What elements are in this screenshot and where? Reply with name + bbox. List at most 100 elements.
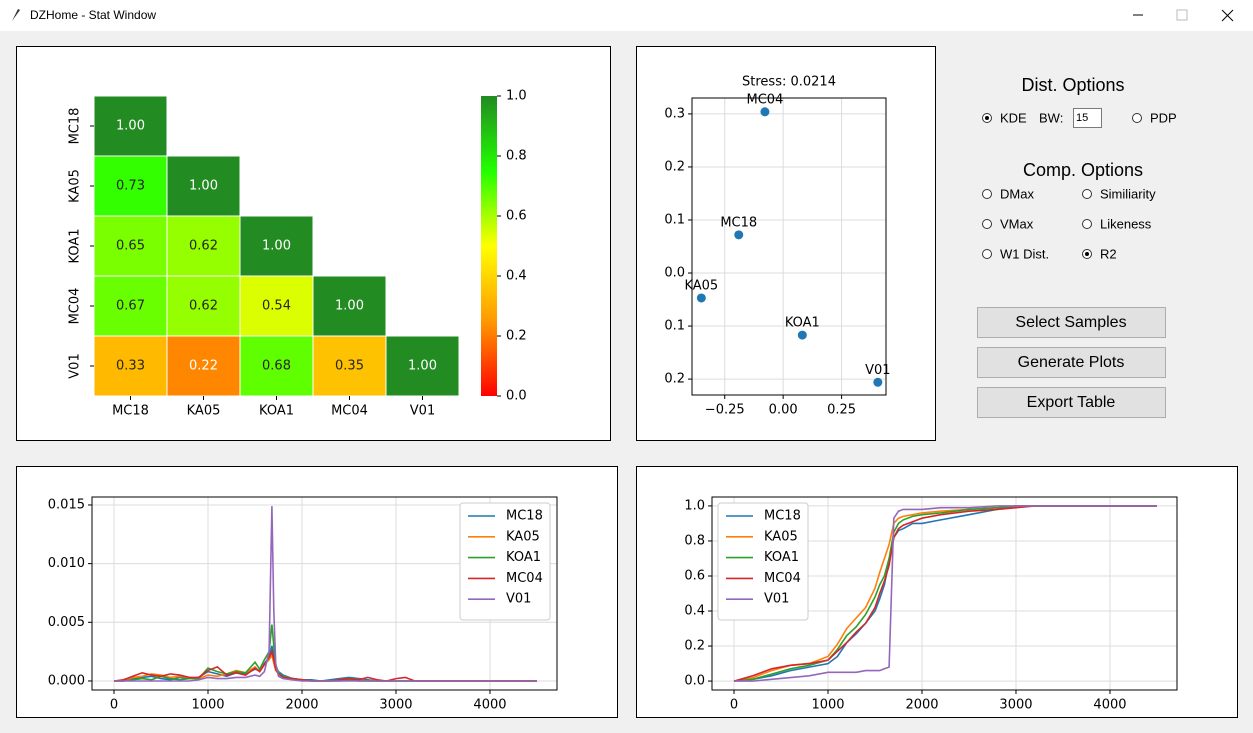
radio-label: DMax (1000, 186, 1034, 201)
radio-label: VMax (1000, 216, 1034, 231)
button-label: Export Table (1027, 394, 1116, 411)
legend-label: KOA1 (764, 550, 799, 565)
point (760, 107, 770, 117)
point (797, 330, 807, 340)
cell-label: 1.00 (189, 179, 218, 194)
bw-input[interactable] (1073, 108, 1102, 128)
heatmap-cell (166, 335, 241, 397)
x-tick-label: 1000 (811, 698, 844, 713)
cell-label: 1.00 (262, 239, 291, 254)
colorbar-tick-label: 0.6 (506, 209, 527, 224)
colorbar-tick-label: 0.2 (506, 329, 527, 344)
cell-label: 1.00 (116, 119, 145, 134)
colorbar-tick-label: 0.0 (506, 389, 527, 404)
dist-options-title: Dist. Options (1021, 75, 1124, 95)
series-line (734, 505, 1157, 682)
point-label: KOA1 (785, 316, 820, 331)
radio-button[interactable] (1082, 219, 1092, 229)
y-tick-label: 0.0 (664, 266, 685, 281)
radio-label: KDE (1000, 110, 1027, 125)
point (696, 293, 706, 303)
x-tick-label: 2000 (285, 698, 318, 713)
radio-dot (985, 116, 989, 120)
point (734, 230, 744, 240)
radio-button[interactable] (982, 189, 992, 199)
series-line (114, 506, 537, 682)
cell-label: 0.62 (189, 299, 218, 314)
axes-frame (691, 97, 887, 396)
button-label: Generate Plots (1018, 354, 1125, 371)
bw-value: 15 (1076, 112, 1088, 124)
button[interactable] (977, 387, 1166, 418)
x-tick-label: V01 (410, 404, 435, 419)
y-tick-label: 0.000 (48, 673, 85, 688)
y-tick-label: 0.8 (684, 533, 705, 548)
legend-label: KA05 (764, 529, 798, 544)
bw-label: BW: (1039, 110, 1063, 125)
x-tick-label: 2000 (905, 698, 938, 713)
x-tick-label: MC18 (112, 404, 149, 419)
x-tick-label: 1000 (191, 698, 224, 713)
heatmap-cell (239, 335, 314, 397)
radio-dot (1085, 252, 1089, 256)
legend (717, 502, 809, 621)
legend (459, 502, 551, 621)
legend-label: V01 (506, 592, 531, 607)
x-tick-label: 0 (730, 698, 738, 713)
cell-label: 0.68 (262, 359, 291, 374)
axes-frame (91, 496, 558, 691)
cell-label: 0.65 (116, 239, 145, 254)
radio-button[interactable] (982, 249, 992, 259)
y-tick-label: 0.2 (664, 372, 685, 387)
legend-label: MC18 (506, 509, 543, 524)
y-tick-label: 0.010 (48, 556, 85, 571)
legend-label: MC18 (764, 509, 801, 524)
legend-label: MC04 (506, 571, 543, 586)
colorbar-tick-label: 1.0 (506, 89, 527, 104)
maximize-button[interactable] (1176, 9, 1188, 21)
plots: 1.000.73 1.000.65 0.62 1.000.67 0.62 0.54 1.00… (48, 75, 1178, 713)
comp-options-title: Comp. Options (1023, 160, 1143, 180)
heatmap-cell (93, 275, 168, 337)
cell-label: 1.00 (335, 299, 364, 314)
legend-label: V01 (764, 592, 789, 607)
x-tick-label: 3000 (999, 698, 1032, 713)
cell-label: 1.00 (408, 359, 437, 374)
cell-label: 0.54 (262, 299, 291, 314)
close-button[interactable] (1221, 9, 1234, 22)
radio-button[interactable] (1132, 113, 1142, 123)
series-line (733, 505, 1157, 682)
colorbar-tick-label: 0.8 (506, 149, 527, 164)
legend-label: KA05 (506, 529, 540, 544)
cell-label: 0.62 (189, 239, 218, 254)
y-tick-label: 0.1 (664, 319, 685, 334)
x-tick-label: MC04 (331, 404, 368, 419)
cell-label: 0.33 (116, 359, 145, 374)
y-tick-label: MC18 (68, 108, 83, 145)
options-panel: Dist. Options BW: 15 Comp. Options KDE PD… (977, 75, 1177, 418)
radio-label: Likeness (1100, 216, 1152, 231)
radio-label: R2 (1100, 246, 1117, 261)
button[interactable] (977, 307, 1166, 338)
y-tick-label: 0.6 (684, 568, 705, 583)
heatmap-cell (239, 275, 314, 337)
heatmap-cell (93, 335, 168, 397)
heatmap-cell (93, 95, 168, 157)
x-tick-label: 0 (110, 698, 118, 713)
y-tick-label: KA05 (68, 169, 83, 203)
button[interactable] (977, 347, 1166, 378)
heatmap-cell (93, 155, 168, 217)
point-label: MC18 (720, 215, 757, 230)
x-tick-label: −0.25 (705, 403, 745, 418)
y-tick-label: 0.3 (664, 106, 685, 121)
x-tick-label: 0.00 (769, 403, 798, 418)
legend-label: MC04 (764, 571, 801, 586)
heatmap-cell (312, 335, 387, 397)
point-label: MC04 (747, 92, 784, 107)
radio-button[interactable] (982, 219, 992, 229)
y-tick-label: 0.1 (664, 212, 685, 227)
radio-button[interactable] (1082, 189, 1092, 199)
y-tick-label: 0.015 (48, 497, 85, 512)
